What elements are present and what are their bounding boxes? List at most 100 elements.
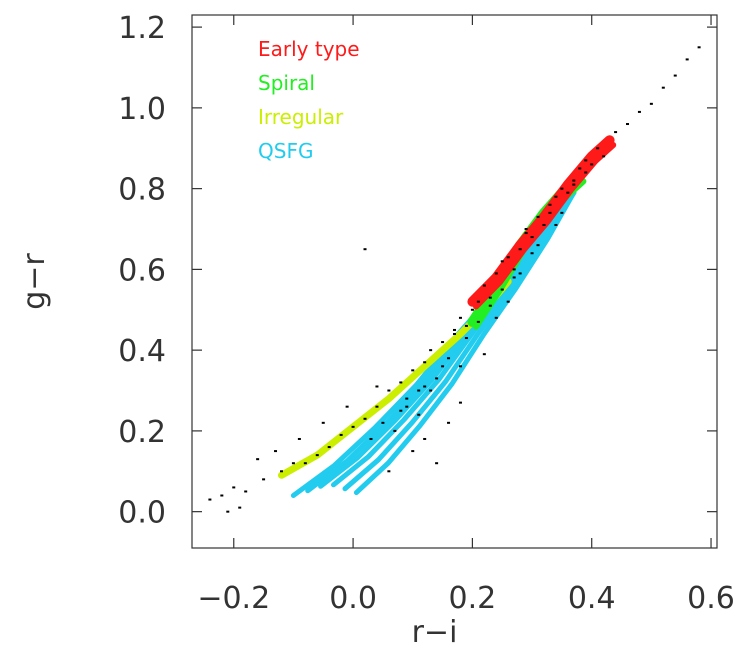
data-point [363, 417, 367, 420]
series-qsfg [290, 190, 577, 498]
data-point [315, 454, 319, 457]
data-point [476, 300, 480, 303]
data-point [524, 228, 528, 231]
data-point [429, 349, 433, 352]
data-point [303, 462, 307, 465]
data-point [637, 110, 641, 113]
x-axis-title: r−i [412, 615, 458, 645]
data-point [375, 405, 379, 408]
data-point [458, 401, 462, 404]
data-point [506, 256, 510, 259]
data-point [458, 316, 462, 319]
data-point [291, 462, 295, 465]
data-point [572, 179, 576, 182]
data-point [339, 433, 343, 436]
data-point [411, 450, 415, 453]
data-point [530, 236, 534, 239]
data-point [321, 421, 325, 424]
track-line [473, 142, 617, 310]
data-point [411, 369, 415, 372]
data-point [524, 232, 528, 235]
data-point [685, 58, 689, 61]
data-point [494, 272, 498, 275]
x-tick-label: 0.0 [329, 581, 377, 616]
data-point [393, 429, 397, 432]
legend: Early type Spiral Irregular QSFG [258, 37, 360, 163]
data-point [464, 324, 468, 327]
data-point [614, 131, 618, 134]
data-point [441, 365, 445, 368]
data-point [369, 437, 373, 440]
series-early-type [467, 135, 617, 310]
y-tick-label: 1.0 [118, 92, 166, 127]
track-line [467, 135, 615, 307]
data-point [536, 244, 540, 247]
data-point [673, 74, 677, 77]
data-point [447, 421, 451, 424]
data-point [554, 223, 558, 226]
data-point [476, 320, 480, 323]
data-point [417, 413, 421, 416]
data-point [596, 147, 600, 150]
data-point [381, 421, 385, 424]
data-point [220, 494, 224, 497]
data-point [506, 300, 510, 303]
x-tick-label: 0.6 [687, 581, 735, 616]
data-point [649, 102, 653, 105]
data-point [542, 223, 546, 226]
data-point [423, 361, 427, 364]
data-point [345, 405, 349, 408]
data-point [584, 171, 588, 174]
data-point [399, 409, 403, 412]
data-point [256, 458, 260, 461]
y-tick-label: 0.2 [118, 415, 166, 450]
data-point [405, 405, 409, 408]
y-tick-label: 0.0 [118, 496, 166, 531]
data-point [512, 268, 516, 271]
data-point [262, 478, 266, 481]
data-point [566, 191, 570, 194]
data-point [494, 316, 498, 319]
data-point [560, 187, 564, 190]
model-tracks [278, 135, 617, 498]
data-point [453, 332, 456, 335]
legend-entry: QSFG [258, 139, 313, 163]
x-tick-label: 0.4 [568, 581, 616, 616]
data-point [363, 248, 367, 251]
data-point [447, 357, 451, 360]
data-point [453, 328, 456, 331]
data-point [488, 304, 492, 307]
data-point [244, 490, 248, 493]
observed-points [208, 46, 701, 513]
data-point [399, 381, 403, 384]
qsfg-track [353, 190, 577, 496]
data-point [572, 183, 576, 186]
data-point [548, 211, 552, 214]
data-point [458, 365, 462, 368]
data-point [297, 437, 301, 440]
data-point [697, 46, 701, 49]
data-point [423, 385, 427, 388]
data-point [226, 510, 230, 513]
data-point [327, 446, 331, 449]
x-tick-label: −0.2 [197, 581, 270, 616]
legend-entry: Irregular [258, 105, 344, 129]
data-point [387, 389, 391, 392]
data-point [441, 341, 445, 344]
data-point [554, 195, 558, 198]
data-point [464, 337, 468, 340]
data-point [488, 296, 492, 299]
data-point [661, 86, 665, 89]
data-point [560, 211, 564, 214]
legend-entry: Early type [258, 37, 360, 61]
data-point [417, 389, 421, 392]
data-point [208, 498, 212, 501]
data-point [279, 470, 283, 473]
data-point [423, 437, 427, 440]
y-tick-label: 0.4 [118, 334, 166, 369]
data-point [578, 167, 582, 170]
data-point [351, 425, 355, 428]
data-point [375, 385, 379, 388]
